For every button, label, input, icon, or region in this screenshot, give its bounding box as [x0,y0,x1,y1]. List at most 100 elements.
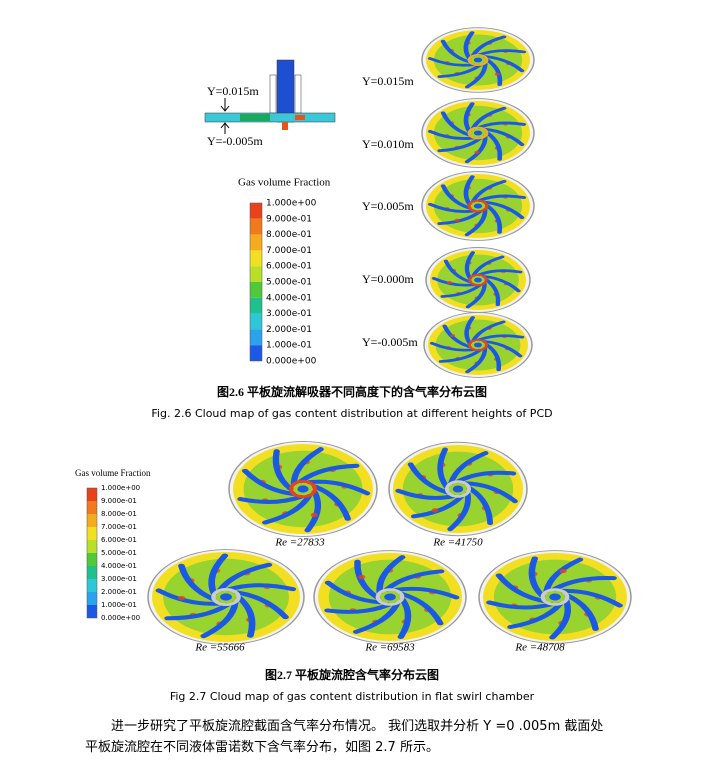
swirl-arm [395,488,457,500]
legend-swatch [87,605,97,618]
legend-label: 7.000e-01 [101,523,137,531]
patch [431,508,439,513]
swirl-arm [447,491,471,532]
contour-disc [421,171,535,241]
swirl-arm [311,484,351,521]
swirl-arm [407,462,451,495]
legend-label: 7.000e-01 [266,246,312,256]
swirl-arm [463,102,475,133]
swirl-arm [200,600,239,639]
swirl-arm [208,553,229,596]
patch [454,218,460,222]
swirl-arm [485,204,503,234]
legend-label: 0.000e+00 [101,614,140,622]
slice-label: Y=0.015m [362,74,414,88]
swirl-arm [437,210,482,226]
legend-label: 8.000e-01 [266,230,312,240]
legend-label: 2.000e-01 [266,325,312,335]
contour-disc [423,312,533,378]
contour-disc [421,98,535,168]
swirl-arm [155,588,222,606]
legend-label: 6.000e-01 [101,536,137,544]
swirl-arm [164,603,231,621]
core [474,277,482,283]
swirl-arm [324,602,392,614]
swirl-arm [482,55,525,73]
swirl-arm [226,583,297,592]
swirl-arm [233,590,289,620]
core-ring [444,480,472,498]
swirl-arm [463,481,518,504]
core [473,130,483,136]
swirl-arm [471,320,506,342]
core [549,593,561,601]
legend-swatch [87,592,97,605]
swirl-arm [485,58,503,86]
swirl-arm [431,277,476,287]
swirl-arm [482,127,525,147]
swirl-arm [455,470,517,484]
legend-swatch [250,266,262,282]
swirl-arm [392,586,460,600]
swirl-arm [410,494,465,519]
swirl-arm [448,451,489,485]
legend-swatch [250,313,262,330]
swirl-arm [559,588,623,608]
legend-label: 4.000e-01 [101,562,137,570]
swirl-arm [464,316,476,345]
contour-disc [421,27,535,93]
swirl-arm [324,580,384,605]
swirl-arm [352,601,401,634]
contour-disc [388,441,528,537]
legend-label: 9.000e-01 [101,497,137,505]
side-label: Y=-0.005m [207,134,263,148]
core [474,342,482,348]
core-ring [467,199,489,213]
swirl-arm [464,208,488,237]
paragraph: 进一步研究了平板旋流腔截面含气率分布情况。 我们选取并分析 Y =0 .005m… [85,719,604,755]
panel-label: Re =27833 [274,537,325,549]
legend-label: 8.000e-01 [101,510,137,518]
swirl-arm [437,447,450,490]
figures: Y=0.015m Y=-0.005m 图2.6 平板旋流解吸器不同高度下的含气率… [75,27,632,703]
swirl-arm [484,278,501,307]
swirl-arm [543,557,584,593]
swirl-arm [465,347,488,374]
swirl-arm [477,121,527,129]
slice-label: Y=0.005m [362,199,414,213]
patch [177,595,186,601]
swirl-arm [485,131,503,161]
swirl-arm [484,343,502,372]
core [473,57,483,63]
side-label: Y=0.015m [207,84,259,98]
patch [310,512,318,518]
swirl-arm [528,556,546,598]
panel-label: Re =48708 [514,642,565,654]
swirl-arm [482,200,525,220]
legend-title: Gas volume Fraction [238,177,331,189]
legend-label: 5.000e-01 [266,278,312,288]
legend-swatch [250,218,262,235]
core [452,485,464,493]
swirl-arm [241,468,297,496]
legend-frame [86,487,98,619]
swirl-arm [427,57,476,67]
caption-cn: 图2.7 平板旋流腔含气率分布云图 [265,667,439,682]
legend-label: 5.000e-01 [101,549,137,557]
swirl-arm [440,184,472,210]
swirl-arm [470,35,507,57]
swirl-arm [471,255,505,277]
swirl-arm [383,569,445,592]
legend-swatch [250,250,262,267]
patch [474,150,480,154]
swirl-arm [398,592,444,626]
swirl-arm [466,486,494,526]
swirl-arm [477,269,523,277]
contour-disc [147,549,305,645]
swirl-arm [564,593,599,631]
contour-disc [313,550,467,644]
patch [559,568,567,574]
legend-swatch [87,540,97,553]
legend-swatch [87,501,97,514]
legend-swatch [87,553,97,566]
